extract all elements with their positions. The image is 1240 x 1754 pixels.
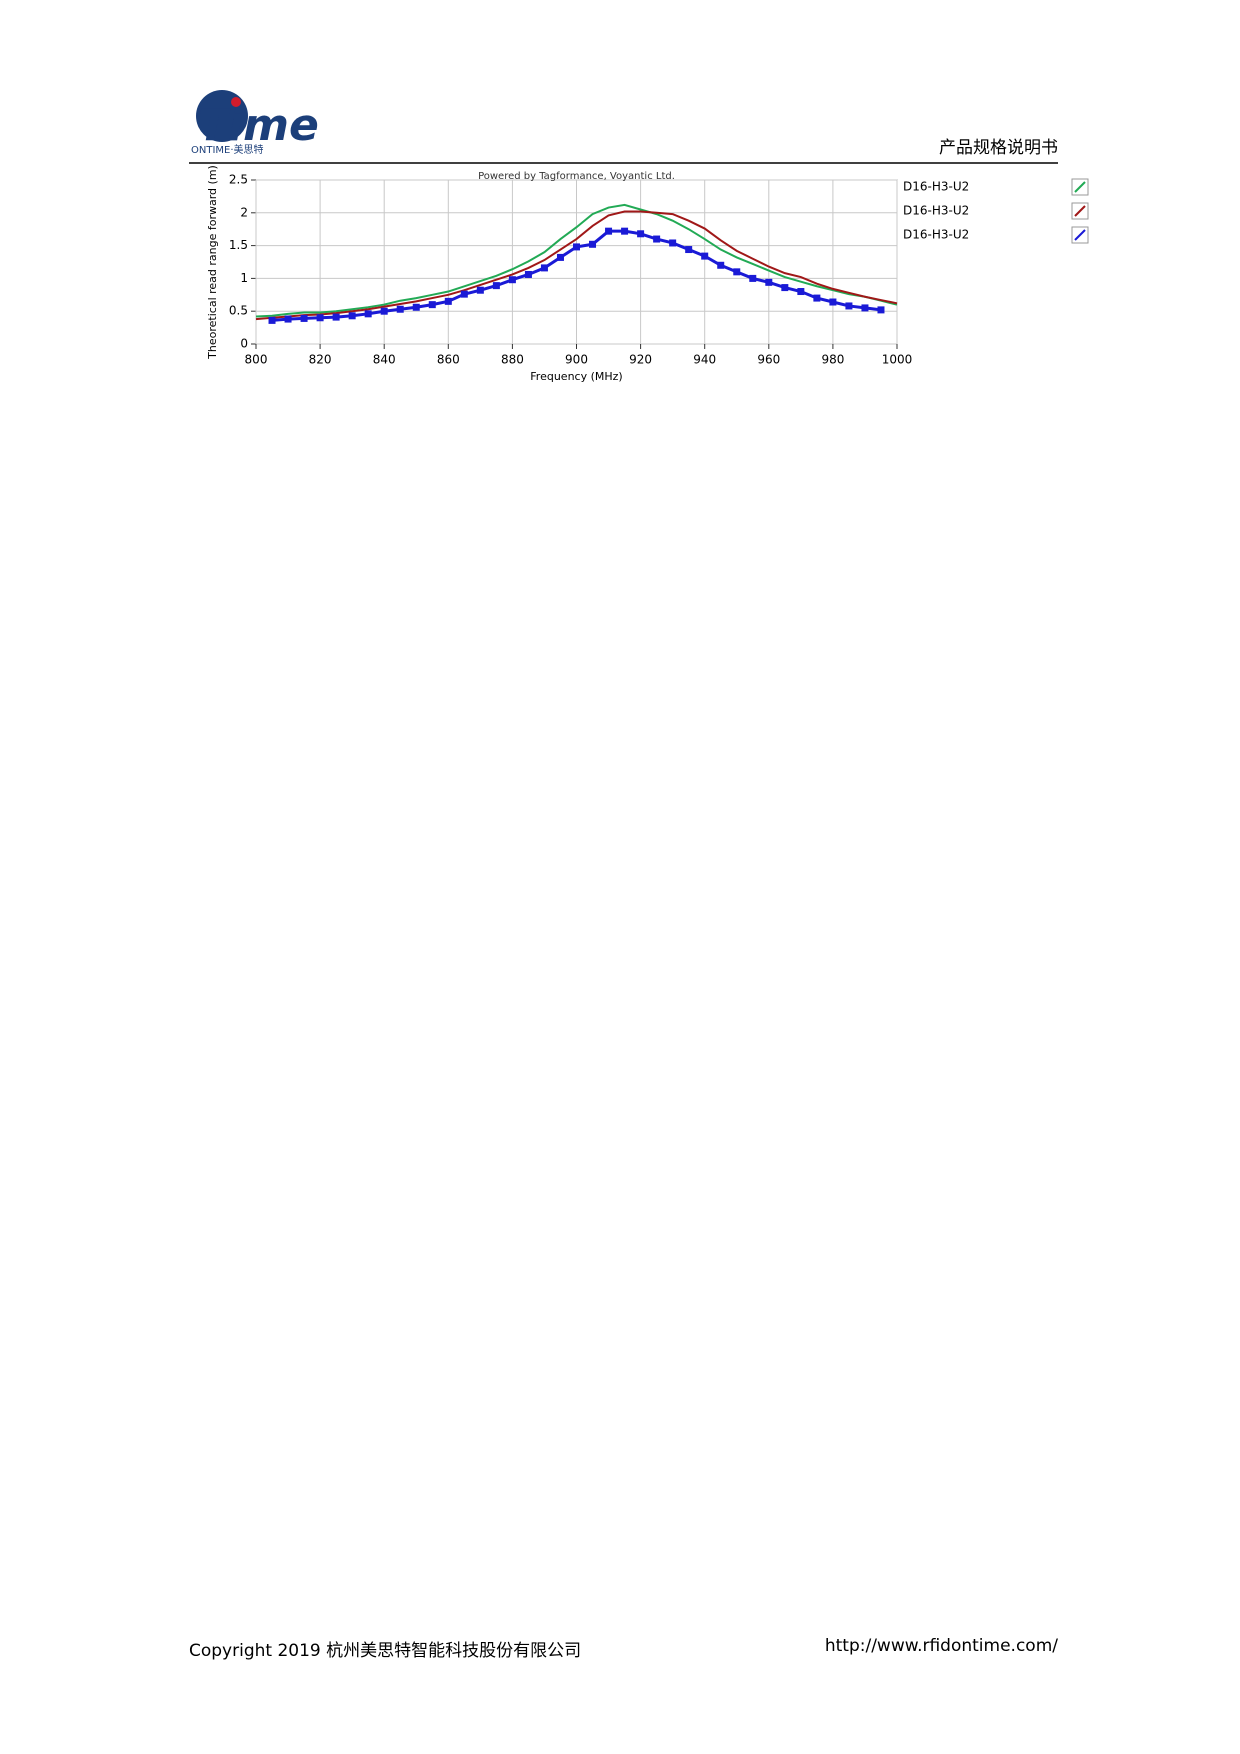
point-marker bbox=[813, 294, 821, 302]
series-line bbox=[255, 210, 898, 321]
point-marker bbox=[348, 312, 356, 320]
x-tick-label: 980 bbox=[821, 353, 844, 367]
point-marker bbox=[460, 290, 468, 298]
logo-dot bbox=[231, 97, 241, 107]
point-marker bbox=[653, 235, 661, 243]
point-marker bbox=[428, 301, 436, 309]
x-tick-label: 860 bbox=[437, 353, 460, 367]
point-marker bbox=[556, 253, 564, 261]
point-marker bbox=[300, 314, 308, 322]
point-marker bbox=[637, 230, 645, 238]
y-axis-label: Theoretical read range forward (m) bbox=[206, 165, 219, 360]
x-tick-label: 820 bbox=[309, 353, 332, 367]
point-marker bbox=[605, 227, 613, 235]
x-axis-label: Frequency (MHz) bbox=[530, 370, 622, 383]
x-tick-label: 1000 bbox=[882, 353, 913, 367]
chart: 0 0.5 1 1.5 2 2.5 800 820 840 860 880 900 920 940 960 9… bbox=[206, 165, 1089, 383]
x-tick-label: 840 bbox=[373, 353, 396, 367]
point-marker bbox=[444, 297, 452, 305]
point-marker bbox=[829, 298, 837, 306]
point-marker bbox=[396, 305, 404, 313]
url: http://www.rfidontime.com/ bbox=[824, 1636, 1058, 1656]
point-marker bbox=[669, 239, 677, 247]
point-marker bbox=[524, 270, 532, 278]
y-tick-label: 0 bbox=[240, 337, 248, 351]
point-marker bbox=[861, 304, 869, 312]
logo: Time bbox=[198, 100, 319, 151]
x-tick-label: 960 bbox=[757, 353, 780, 367]
point-marker bbox=[540, 264, 548, 272]
point-marker bbox=[268, 316, 276, 324]
point-marker bbox=[380, 307, 388, 315]
legend-label: D16-H3-U2 bbox=[903, 228, 969, 242]
point-marker bbox=[765, 278, 773, 286]
point-marker bbox=[797, 288, 805, 296]
x-tick-label: 900 bbox=[565, 353, 588, 367]
point-marker bbox=[717, 261, 725, 269]
annotation: Powered by Tagformance, Voyantic Ltd. bbox=[478, 171, 675, 182]
legend-swatch-line bbox=[1074, 181, 1086, 193]
point-marker bbox=[476, 286, 484, 294]
point-marker bbox=[845, 302, 853, 310]
point-marker bbox=[733, 268, 741, 276]
x-tick-label: 880 bbox=[501, 353, 524, 367]
point-marker bbox=[621, 227, 629, 235]
y-tick-label: 1 bbox=[240, 271, 248, 285]
y-tick-label: 2.5 bbox=[229, 173, 248, 187]
point-marker bbox=[781, 284, 789, 292]
doc-title: 产品规格说明书 bbox=[939, 138, 1058, 158]
x-tick-label: 800 bbox=[245, 353, 268, 367]
point-marker bbox=[589, 240, 597, 248]
point-marker bbox=[412, 303, 420, 311]
legend-swatch-line bbox=[1074, 205, 1086, 217]
point-marker bbox=[685, 246, 693, 254]
legend-label: D16-H3-U2 bbox=[903, 204, 969, 218]
point-marker bbox=[573, 243, 580, 251]
series-line bbox=[255, 203, 898, 318]
point-marker bbox=[508, 276, 516, 284]
point-marker bbox=[284, 315, 292, 323]
copyright: Copyright 2019 杭州美思特智能科技股份有限公司 bbox=[189, 1641, 582, 1661]
y-tick-label: 1.5 bbox=[229, 238, 248, 252]
legend-label: D16-H3-U2 bbox=[903, 180, 969, 194]
x-tick-label: 920 bbox=[629, 353, 652, 367]
x-tick-label: 940 bbox=[693, 353, 716, 367]
y-tick-label: 0.5 bbox=[229, 304, 248, 318]
point-marker bbox=[701, 252, 709, 260]
point-marker bbox=[316, 314, 324, 322]
point-marker bbox=[492, 282, 500, 290]
point-marker bbox=[332, 313, 340, 321]
point-marker bbox=[877, 306, 885, 314]
logo-subtitle: ONTIME·美思特 bbox=[191, 143, 264, 156]
legend-swatch-line bbox=[1074, 229, 1086, 241]
point-marker bbox=[749, 274, 757, 282]
point-marker bbox=[364, 310, 372, 318]
y-tick-label: 2 bbox=[240, 205, 248, 219]
